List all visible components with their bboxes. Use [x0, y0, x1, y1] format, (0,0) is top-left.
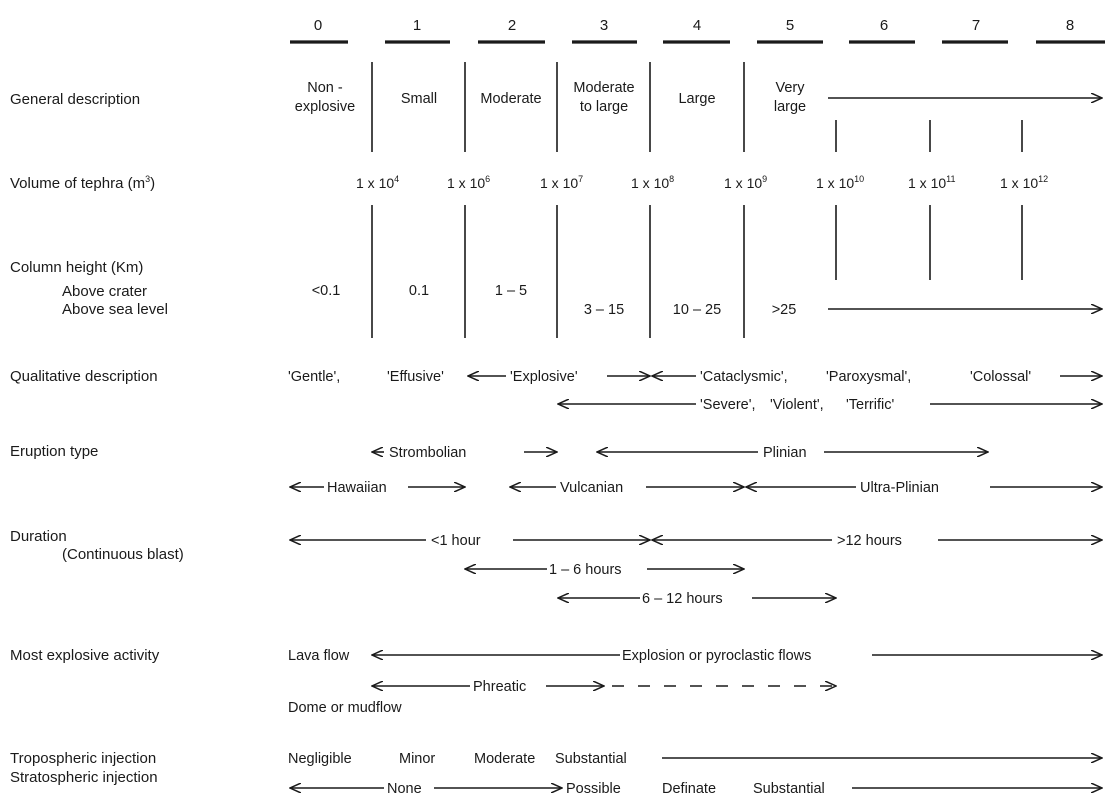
q-explosive: 'Explosive' [510, 369, 578, 385]
qualitative-row: 'Gentle', 'Effusive' 'Explosive' 'Catacl… [288, 369, 1102, 413]
vei-index-0: 0 [314, 17, 322, 34]
gd-non-explosive-2: explosive [295, 99, 355, 115]
gd-small: Small [401, 91, 437, 107]
activity-explosion: Explosion or pyroclastic flows [622, 648, 811, 664]
trop-moderate: Moderate [474, 751, 535, 767]
q-effusive: 'Effusive' [387, 369, 444, 385]
gd-moderate-to-large-2: to large [580, 99, 628, 115]
strat-definate: Definate [662, 781, 716, 797]
activity-lava-flow: Lava flow [288, 648, 350, 664]
label-volume-exponent: 3 [145, 174, 150, 184]
volume-values: 1 x 104 1 x 106 1 x 107 1 x 108 1 x 109 … [356, 174, 1048, 191]
eruption-row: Strombolian Plinian Hawaiian Vulcanian U… [290, 445, 1102, 496]
column-height-4: 10 – 25 [673, 302, 721, 318]
eruption-strombolian: Strombolian [389, 445, 466, 461]
vei-header: 0 1 2 3 4 5 6 7 8 [290, 17, 1105, 44]
gd-very-large-1: Very [775, 80, 805, 96]
label-volume-close: ) [150, 175, 155, 192]
eruption-vulcanian: Vulcanian [560, 480, 623, 496]
vei-index-4: 4 [693, 17, 701, 34]
vei-index-3: 3 [600, 17, 608, 34]
strat-substantial: Substantial [753, 781, 825, 797]
label-column-height: Column height (Km) [10, 259, 143, 276]
duration-6-12: 6 – 12 hours [642, 591, 723, 607]
q-terrific: 'Terrific' [846, 397, 894, 413]
trop-substantial: Substantial [555, 751, 627, 767]
label-qualitative-description: Qualitative description [10, 368, 158, 385]
duration-row: <1 hour >12 hours 1 – 6 hours 6 – 12 hou… [290, 533, 1102, 607]
activity-row: Lava flow Explosion or pyroclastic flows… [288, 648, 1102, 716]
label-most-explosive-activity: Most explosive activity [10, 647, 160, 664]
volume-value: 1 x 108 [631, 174, 674, 191]
volume-value: 1 x 1010 [816, 174, 864, 191]
general-description-cells: Non - explosive Small Moderate Moderate … [295, 80, 1102, 115]
gd-large: Large [678, 91, 715, 107]
eruption-hawaiian: Hawaiian [327, 480, 387, 496]
label-volume-text: Volume of tephra (m [10, 175, 145, 192]
trop-negligible: Negligible [288, 751, 352, 767]
q-paroxysmal: 'Paroxysmal', [826, 369, 911, 385]
label-stratospheric-injection: Stratospheric injection [10, 769, 158, 786]
duration-lt1: <1 hour [431, 533, 481, 549]
upper-dividers [371, 62, 1023, 152]
q-cataclysmic: 'Cataclysmic', [700, 369, 788, 385]
column-height-2: 1 – 5 [495, 283, 527, 299]
gd-moderate-to-large-1: Moderate [573, 80, 634, 96]
row-labels: General description Volume of tephra (m3… [10, 91, 184, 786]
label-duration: Duration [10, 528, 67, 545]
label-above-crater: Above crater [62, 283, 147, 300]
volume-value: 1 x 109 [724, 174, 767, 191]
trop-minor: Minor [399, 751, 435, 767]
label-above-sea-level: Above sea level [62, 301, 168, 318]
vei-index-7: 7 [972, 17, 980, 34]
activity-dome-mudflow: Dome or mudflow [288, 700, 402, 716]
activity-phreatic: Phreatic [473, 679, 526, 695]
volume-value: 1 x 104 [356, 174, 399, 191]
label-continuous-blast: (Continuous blast) [62, 546, 184, 563]
q-gentle: 'Gentle', [288, 369, 340, 385]
q-colossal: 'Colossal' [970, 369, 1031, 385]
vei-index-8: 8 [1066, 17, 1074, 34]
strat-none: None [387, 781, 422, 797]
column-height-5: >25 [772, 302, 797, 318]
volume-value: 1 x 1012 [1000, 174, 1048, 191]
q-violent: 'Violent', [770, 397, 824, 413]
label-tropospheric-injection: Tropospheric injection [10, 750, 156, 767]
label-general-description: General description [10, 91, 140, 108]
injection-rows: Negligible Minor Moderate Substantial No… [288, 751, 1102, 797]
gd-moderate: Moderate [480, 91, 541, 107]
volume-value: 1 x 106 [447, 174, 490, 191]
strat-possible: Possible [566, 781, 621, 797]
column-height-values: <0.1 0.1 1 – 5 3 – 15 10 – 25 >25 [312, 283, 1102, 318]
vei-index-1: 1 [413, 17, 421, 34]
volume-value: 1 x 1011 [908, 174, 955, 191]
vei-index-6: 6 [880, 17, 888, 34]
eruption-ultra-plinian: Ultra-Plinian [860, 480, 939, 496]
column-height-3: 3 – 15 [584, 302, 624, 318]
column-height-1: 0.1 [409, 283, 429, 299]
volume-value: 1 x 107 [540, 174, 583, 191]
duration-gt12: >12 hours [837, 533, 902, 549]
column-height-0: <0.1 [312, 283, 341, 299]
label-eruption-type: Eruption type [10, 443, 98, 460]
gd-non-explosive-1: Non - [307, 80, 343, 96]
eruption-plinian: Plinian [763, 445, 807, 461]
duration-1-6: 1 – 6 hours [549, 562, 622, 578]
label-volume-of-tephra: Volume of tephra (m3) [10, 174, 155, 192]
q-severe: 'Severe', [700, 397, 756, 413]
lower-dividers [371, 205, 1023, 338]
gd-very-large-2: large [774, 99, 806, 115]
vei-index-5: 5 [786, 17, 794, 34]
vei-index-2: 2 [508, 17, 516, 34]
